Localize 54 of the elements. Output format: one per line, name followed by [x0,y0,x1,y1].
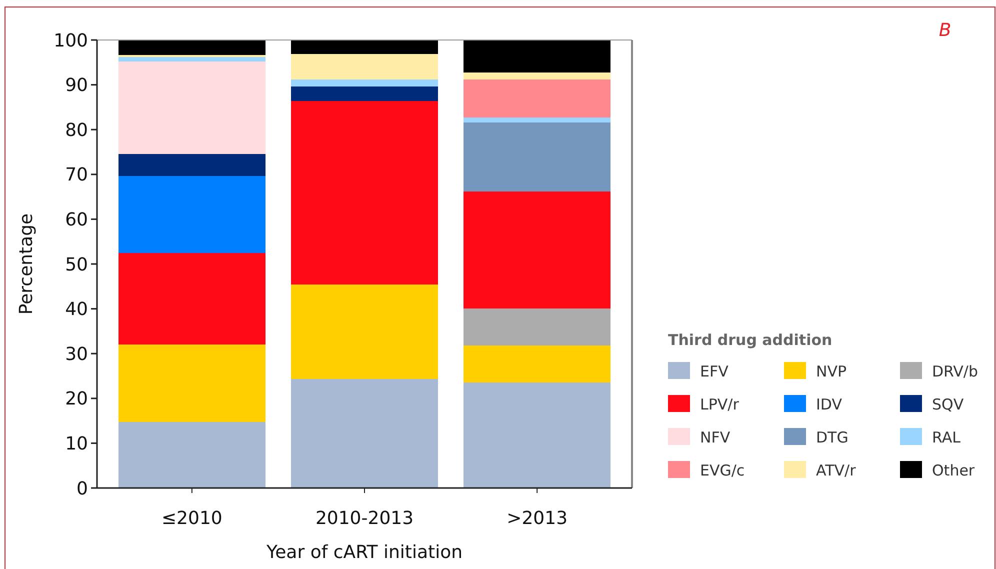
legend-label: Other [932,461,976,480]
text: B [938,20,952,41]
bar [291,379,438,488]
bar [291,79,438,87]
y-tick-label: 100 [54,30,88,52]
legend-label: IDV [816,395,843,414]
bar [118,176,266,254]
bar [118,422,266,488]
bar [291,100,438,285]
bar [464,122,610,192]
y-tick-label: 70 [65,164,88,186]
bar [118,40,266,56]
y-tick-label: 80 [65,120,88,141]
y-tick-label: 30 [65,344,88,365]
bar [464,72,610,80]
bar [291,284,438,380]
bar [464,191,610,308]
y-tick-label: 0 [76,478,88,500]
legend-label: LPV/r [700,395,740,414]
x-axis-title: Year of cART initiation [265,542,463,563]
y-tick-label: 60 [65,210,88,230]
legend-title: Third drug addition [668,331,832,349]
y-tick-label: 50 [65,254,88,276]
y-tick-label: 10 [65,434,88,454]
y-tick-label: 90 [65,75,88,96]
legend-label: SQV [932,395,964,414]
x-tick-label: >2013 [506,508,568,529]
bar [118,62,266,154]
bar [291,86,438,101]
legend-label: DTG [816,428,848,446]
y-tick-label: 20 [65,388,88,410]
bar [464,79,610,118]
legend-label: ATV/r [816,461,857,480]
bar [291,54,438,80]
bar [464,118,610,122]
legend-label: RAL [932,428,962,446]
y-axis-title: Percentage [16,213,37,315]
x-tick-label: ≤2010 [161,508,222,529]
legend-label: EFV [700,362,730,380]
bar [118,344,266,422]
bar [464,346,610,383]
bar [118,253,266,345]
bar [291,40,438,54]
legend-label: NVP [816,362,847,380]
bar [464,40,610,72]
y-tick-label: 40 [65,299,88,320]
legend-label: EVG/c [700,461,745,480]
bar [118,57,266,62]
bar [464,308,610,346]
legend-label: NFV [700,428,731,446]
bar [118,154,266,176]
bar [464,382,610,488]
x-tick-label: 2010-2013 [315,508,414,529]
legend-label: DRV/b [932,362,978,380]
